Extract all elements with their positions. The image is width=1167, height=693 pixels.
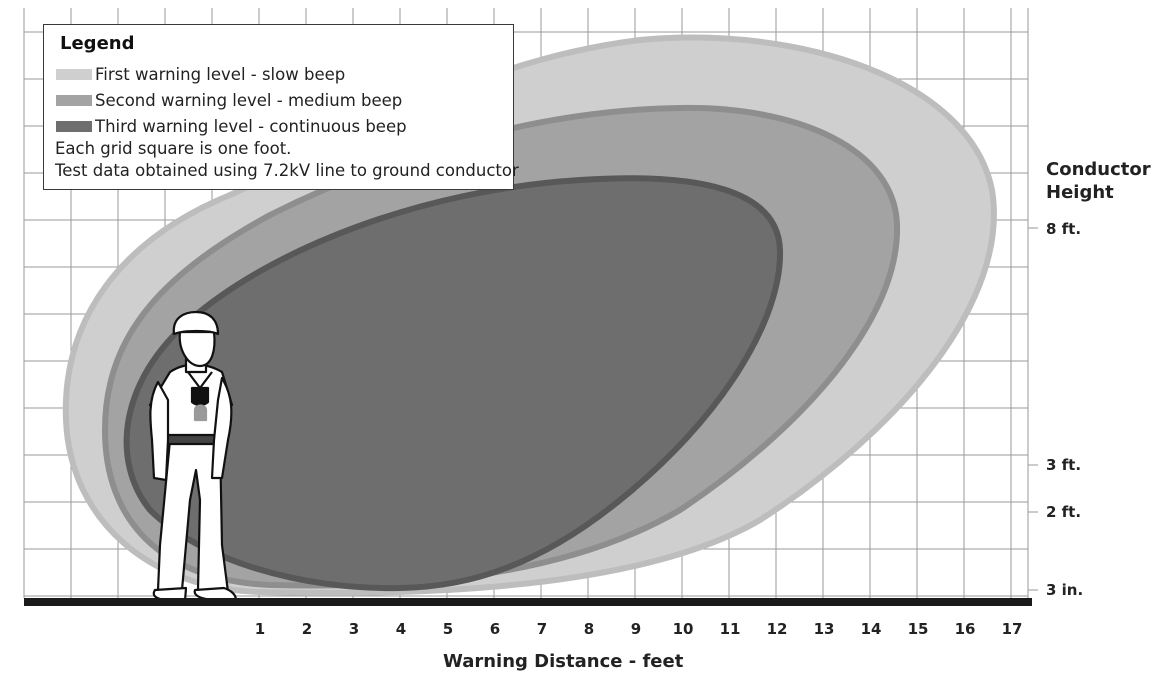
y-label-8ft: 8 ft. [1046, 220, 1082, 238]
y-label-2ft: 2 ft. [1046, 503, 1082, 521]
x-tick-label: 11 [719, 620, 741, 638]
legend-note-test-data: Test data obtained using 7.2kV line to g… [55, 161, 519, 180]
legend-title: Legend [60, 33, 135, 54]
x-tick-label: 1 [254, 620, 266, 638]
x-tick-label: 7 [536, 620, 548, 638]
legend-item-third: Third warning level - continuous beep [56, 115, 407, 137]
legend-swatch-second [56, 94, 92, 106]
x-tick-label: 12 [766, 620, 788, 638]
x-tick-label: 14 [860, 620, 882, 638]
legend-item-first: First warning level - slow beep [56, 63, 345, 85]
y-axis-title-line2: Height [1046, 182, 1114, 203]
x-tick-label: 13 [813, 620, 835, 638]
x-tick-label: 5 [442, 620, 454, 638]
legend-label-third: Third warning level - continuous beep [95, 116, 407, 136]
legend-item-second: Second warning level - medium beep [56, 89, 402, 111]
x-tick-label: 17 [1001, 620, 1023, 638]
y-label-3in: 3 in. [1046, 581, 1084, 599]
worker-figure [148, 310, 238, 603]
x-tick-label: 15 [907, 620, 929, 638]
ground-line [24, 598, 1032, 606]
x-tick-label: 6 [489, 620, 501, 638]
x-tick-label: 2 [301, 620, 313, 638]
x-tick-label: 10 [672, 620, 694, 638]
x-axis-title: Warning Distance - feet [443, 651, 684, 672]
legend-note-grid: Each grid square is one foot. [55, 139, 292, 158]
y-axis-title-line1: Conductor [1046, 159, 1151, 180]
x-tick-label: 4 [395, 620, 407, 638]
legend-box: Legend First warning level - slow beep S… [43, 24, 519, 190]
x-tick-label: 8 [583, 620, 595, 638]
zone-third-warning [123, 175, 784, 592]
legend-swatch-third [56, 120, 92, 132]
y-axis-title: Conductor Height [1046, 158, 1151, 204]
legend-label-first: First warning level - slow beep [95, 64, 346, 84]
legend-label-second: Second warning level - medium beep [95, 90, 403, 110]
x-tick-label: 3 [348, 620, 360, 638]
x-tick-label: 16 [954, 620, 976, 638]
y-label-3ft: 3 ft. [1046, 456, 1082, 474]
x-tick-label: 9 [630, 620, 642, 638]
legend-swatch-first [56, 68, 92, 80]
